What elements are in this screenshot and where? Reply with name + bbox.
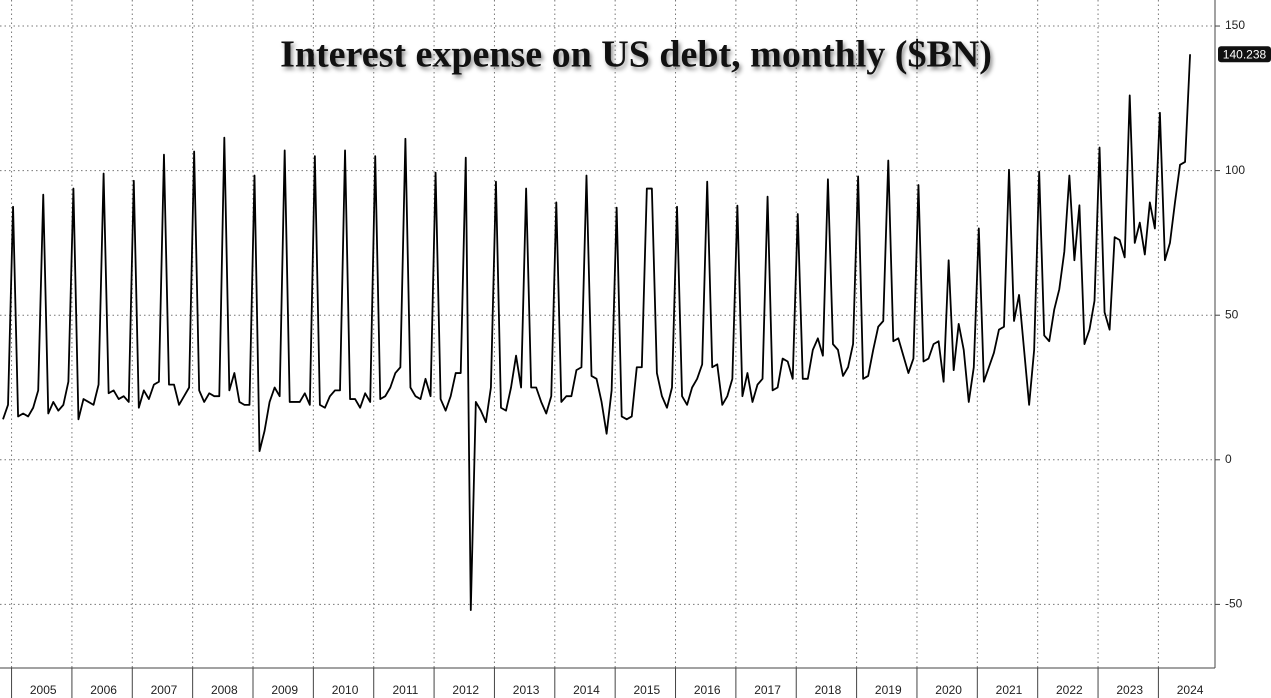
x-tick-label: 2015 (633, 683, 660, 697)
y-tick-label: 150 (1225, 18, 1245, 32)
y-tick-label: 50 (1225, 307, 1239, 321)
x-tick-label: 2016 (694, 683, 721, 697)
x-tick-label: 2010 (332, 683, 359, 697)
x-tick-label: 2006 (90, 683, 117, 697)
chart-title: Interest expense on US debt, monthly ($B… (280, 34, 992, 76)
x-tick-label: 2017 (754, 683, 781, 697)
x-tick-label: 2005 (30, 683, 57, 697)
y-tick-label: -50 (1225, 597, 1243, 611)
x-tick-label: 2020 (935, 683, 962, 697)
x-tick-label: 2022 (1056, 683, 1083, 697)
last-value-box (1218, 46, 1271, 63)
y-tick-label: 0 (1225, 452, 1232, 466)
x-tick-label: 2013 (513, 683, 540, 697)
x-tick-label: 2007 (151, 683, 178, 697)
x-tick-label: 2024 (1177, 683, 1204, 697)
x-tick-label: 2019 (875, 683, 902, 697)
x-tick-label: 2014 (573, 683, 600, 697)
x-tick-label: 2018 (815, 683, 842, 697)
y-tick-label: 100 (1225, 163, 1245, 177)
x-tick-label: 2023 (1116, 683, 1143, 697)
x-tick-label: 2021 (996, 683, 1023, 697)
last-value-label: 140.238 (1223, 47, 1267, 61)
x-tick-label: 2008 (211, 683, 238, 697)
x-tick-label: 2012 (452, 683, 479, 697)
x-tick-label: 2009 (271, 683, 298, 697)
line-series (2, 54, 1191, 612)
x-tick-label: 2011 (392, 683, 418, 697)
